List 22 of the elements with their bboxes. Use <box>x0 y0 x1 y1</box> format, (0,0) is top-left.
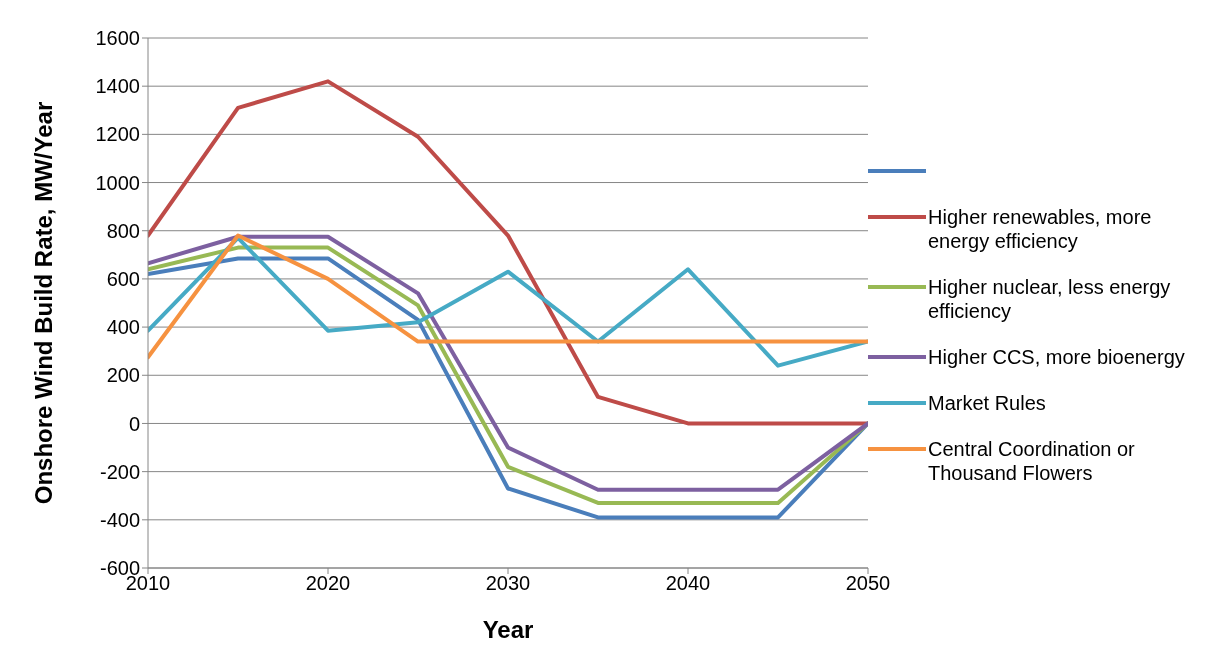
y-axis-title: Onshore Wind Build Rate, MW/Year <box>29 101 57 505</box>
legend-label: Higher renewables, more energy efficiency <box>928 205 1153 253</box>
y-tick-label: 1400 <box>95 75 140 98</box>
y-tick-label: -200 <box>99 460 140 483</box>
y-tick-label: -400 <box>99 508 140 531</box>
legend-label: Central Coordination or Thousand Flowers <box>928 437 1136 485</box>
legend-label: Higher CCS, more bioenergy <box>928 345 1185 369</box>
y-tick-label: 200 <box>106 364 140 387</box>
legend-label: Higher nuclear, less energy efficiency <box>928 275 1172 323</box>
y-tick-label: 1200 <box>95 123 140 146</box>
x-tick-label: 2040 <box>665 572 711 595</box>
x-tick-label: 2020 <box>305 572 351 595</box>
y-tick-label: 1600 <box>95 27 140 50</box>
x-tick-label: 2030 <box>485 572 531 595</box>
y-tick-label: 400 <box>106 316 140 339</box>
x-tick-label: 2050 <box>845 572 891 595</box>
y-tick-label: 0 <box>128 412 140 435</box>
legend-label: Market Rules <box>928 391 1046 415</box>
y-tick-label: 600 <box>106 268 140 291</box>
y-tick-label: 800 <box>106 219 140 242</box>
y-tick-label: 1000 <box>95 171 140 194</box>
x-axis-title: Year <box>482 616 534 643</box>
